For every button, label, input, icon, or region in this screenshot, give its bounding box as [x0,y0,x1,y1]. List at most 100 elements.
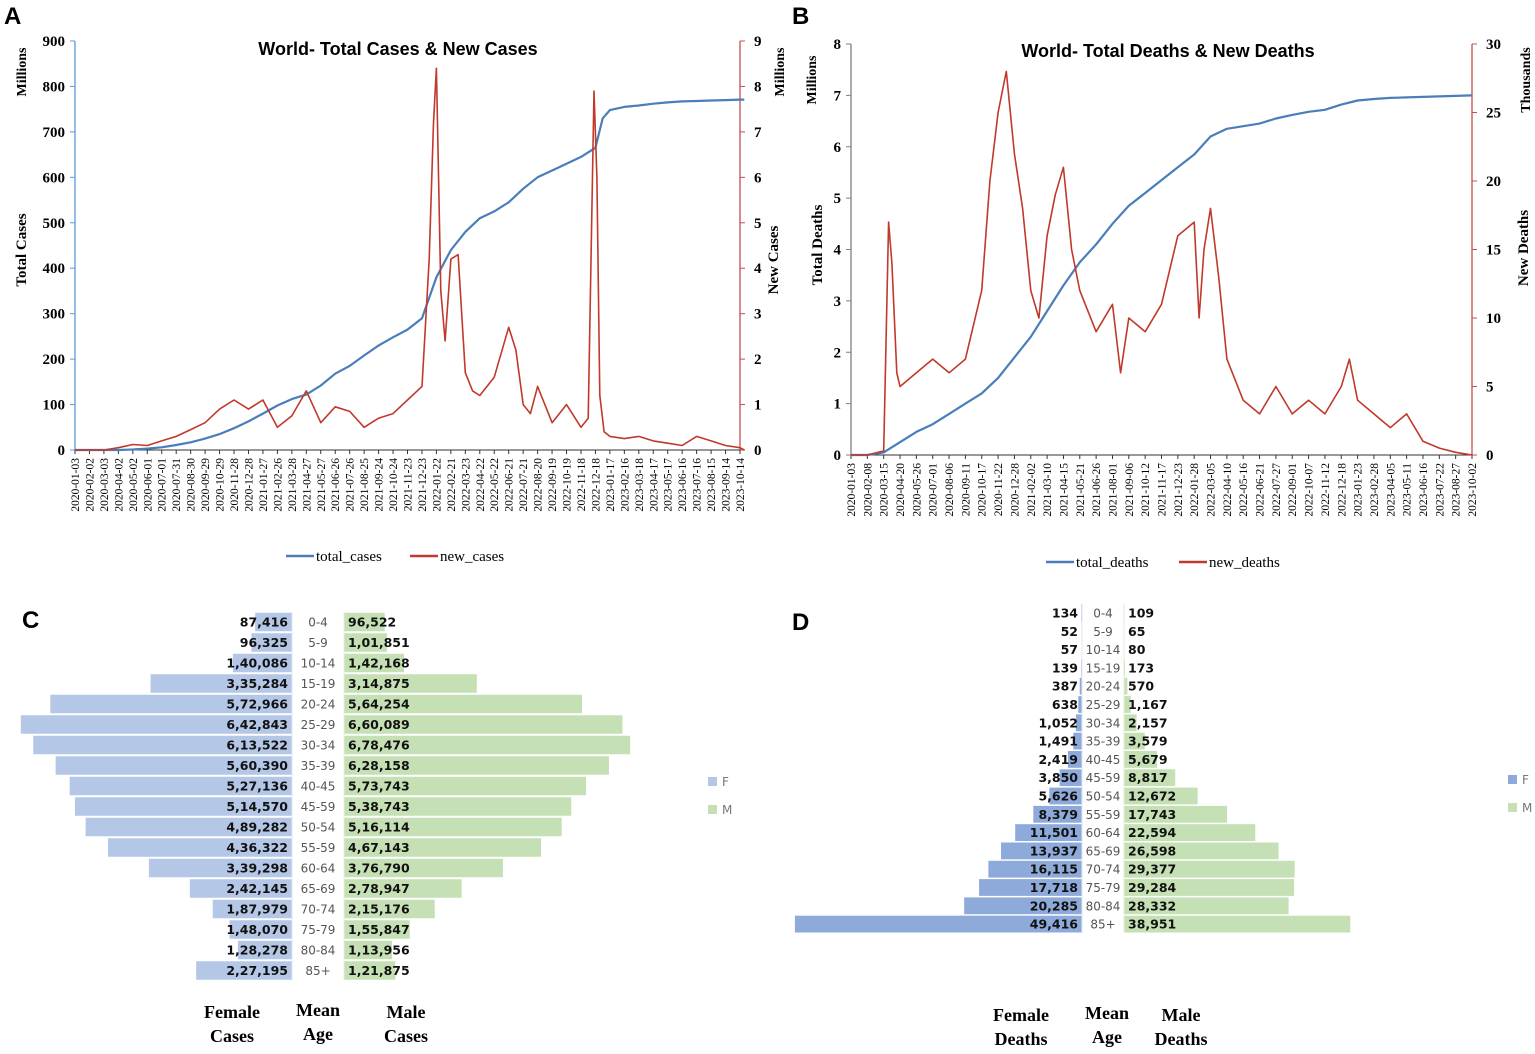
pyramid-d-bar-m [1124,677,1128,695]
pyramid-c-bar-f [20,715,293,734]
chart-b-x-tick-label: 2023-06-16 [1418,463,1430,517]
chart-a-x-tick-label: 2020-05-02 [128,458,140,512]
pyramid-d-bar-m [1124,714,1137,732]
pyramid-c-label-m: 1,55,847 [348,922,410,937]
pyramid-d: 134 0-4 109 52 5-9 65 57 10-14 80 139 15-19 173 387 2… [794,603,1532,934]
pyramid-d-label-m: 109 [1128,606,1154,621]
pyramid-c-age-label: 85+ [305,964,330,978]
pyramid-d-label-f: 139 [1052,660,1078,675]
pyramid-c-bar-f [196,961,292,980]
chart-b-x-tick-label: 2022-11-12 [1320,463,1332,516]
pyramid-c-bar-f [55,756,292,775]
chart-b-x-tick-label: 2020-02-08 [862,463,874,517]
pyramid-d-bar-m [1124,787,1198,805]
chart-a-x-tick-label: 2022-08-20 [533,458,545,512]
pyramid-c-age-label: 50-54 [301,821,336,835]
pyramid-c-age-label: 25-29 [301,718,336,732]
pyramid-c-bar-m [344,899,435,919]
pyramid-d-label-f: 1,491 [1038,734,1078,749]
pyramid-d-bar-f [1079,677,1082,695]
pyramid-d-age-label: 80-84 [1086,899,1121,913]
chart-b-x-tick-label: 2023-02-28 [1369,463,1381,517]
pyramid-c-bar-f [74,797,292,816]
chart-b-x-tick-label: 2021-10-12 [1140,463,1152,517]
chart-b-y-tick-label: 1 [834,397,842,413]
pyramid-c-left-title-1: Female [204,1002,260,1022]
pyramid-c-bar-f [232,653,292,673]
pyramid-c-bar-m [344,920,410,939]
pyramid-d-label-f: 5,626 [1038,789,1078,804]
pyramid-c-bar-m [344,961,396,980]
pyramid-c-bar-m [344,879,462,898]
pyramid-d-label-m: 12,672 [1128,789,1176,804]
pyramid-d-bar-f [1059,769,1082,787]
pyramid-d-bar-f [1015,824,1082,841]
pyramid-d-right-title-2: Deaths [1155,1029,1208,1049]
pyramid-d-age-label: 45-59 [1086,771,1121,785]
pyramid-c-label-m: 3,76,790 [348,861,410,876]
chart-a-x-tick-label: 2021-10-24 [388,458,400,512]
chart-b-x-tick-label: 2023-10-02 [1467,463,1479,517]
pyramid-c-label-f: 2,42,145 [226,881,288,896]
chart-a-y-tick-label: 800 [43,79,66,95]
pyramid-d-left-title-2: Deaths [995,1029,1048,1049]
pyramid-d-label-f: 57 [1061,642,1078,657]
chart-a-y2-tick-label: 9 [754,34,762,50]
chart-a-title: World- Total Cases & New Cases [258,39,537,59]
pyramid-c-age-label: 60-64 [301,862,336,876]
pyramid-c-age-label: 70-74 [301,903,336,917]
pyramid-c-label-f: 6,13,522 [226,738,288,753]
chart-a-x-tick-label: 2022-06-21 [504,458,516,512]
pyramid-c-bar-f [148,858,292,878]
chart-a-x-tick-label: 2022-10-19 [562,458,574,512]
pyramid-c-age-label: 65-69 [301,882,336,896]
pyramid-c-label-m: 3,14,875 [348,676,410,691]
chart-b-x-tick-label: 2022-05-16 [1238,463,1250,517]
panel-letter-a: A [4,3,21,30]
pyramid-c-center-title-2: Age [303,1024,333,1044]
panel-letter-d: D [792,609,809,636]
pyramid-d-label-f: 8,379 [1038,807,1078,822]
chart-a-x-tick-label: 2021-03-28 [287,458,299,512]
pyramid-c-age-label: 80-84 [301,944,336,958]
chart-b-x-tick-label: 2020-12-28 [1009,463,1021,517]
pyramid-d-age-label: 20-24 [1086,680,1121,694]
pyramid-d-label-m: 2,157 [1128,715,1168,730]
chart-a-y-tick-label: 600 [43,170,66,186]
chart-a-x-tick-label: 2023-06-16 [677,458,689,512]
chart-a-x-tick-label: 2020-12-28 [243,458,255,512]
pyramid-c-age-label: 15-19 [301,677,336,691]
pyramid-d-bar-f [1073,732,1082,750]
pyramid-d-center-title-2: Age [1092,1027,1122,1047]
chart-a-y2-tick-label: 3 [754,307,762,323]
chart-a-x-tick-label: 2020-03-03 [99,458,111,512]
pyramid-d-bar-m [1124,805,1228,823]
pyramid-d-label-f: 16,115 [1030,862,1078,877]
pyramid-c-right-title-2: Cases [384,1026,428,1046]
pyramid-d-bar-f [1033,805,1082,823]
pyramid-c-label-m: 5,38,743 [348,799,410,814]
chart-a-x-tick-label: 2021-09-24 [374,458,386,512]
chart-a-y-tick-label: 700 [43,125,66,141]
chart-a-x-tick-label: 2021-08-25 [359,458,371,512]
chart-a-x-tick-label: 2023-05-17 [663,458,675,512]
chart-b-y2-tick-label: 30 [1486,37,1501,53]
pyramid-d-label-m: 29,377 [1128,862,1176,877]
chart-a-x-tick-label: 2021-02-26 [272,458,284,512]
pyramid-c-age-label: 0-4 [308,616,328,630]
pyramid-c-bar-m [344,633,387,652]
pyramid-c-label-f: 1,48,070 [226,922,288,937]
chart-b-x-tick-label: 2021-12-23 [1173,463,1185,517]
pyramid-c-bar-f [255,612,292,632]
chart-b-x-tick-label: 2023-08-27 [1451,463,1463,517]
chart-b-y-tick-label: 6 [834,140,842,156]
chart-a-x-tick-label: 2023-01-17 [605,458,617,512]
pyramid-c-label-f: 5,14,570 [226,799,288,814]
chart-b-y-tick-label: 5 [834,191,842,207]
pyramid-c-label-m: 2,78,947 [348,881,410,896]
pyramid-d-label-m: 22,594 [1128,825,1177,840]
chart-b-x-tick-label: 2020-11-22 [993,463,1005,516]
pyramid-d-age-label: 25-29 [1086,698,1121,712]
chart-b-x-tick-label: 2022-10-07 [1304,463,1316,517]
